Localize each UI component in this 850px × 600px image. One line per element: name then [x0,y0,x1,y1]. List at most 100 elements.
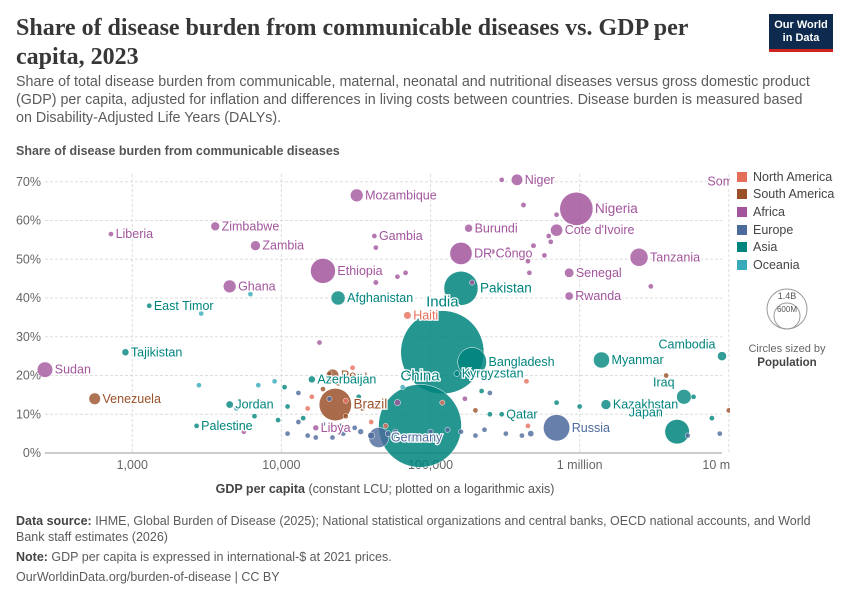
point [335,424,341,431]
point [505,246,511,253]
point [349,364,356,371]
point-myanmar [593,351,610,369]
label-east-timor: East Timor [154,299,214,313]
point [304,432,311,439]
point [281,384,288,390]
point-nigeria [559,192,594,226]
label-nigeria: Nigeria [595,201,638,216]
point [481,426,488,433]
legend-item-south-america[interactable]: South America [737,186,834,204]
legend-label: South America [753,187,835,202]
legend-item-oceania[interactable]: Oceania [737,256,834,274]
scatter-plot: 0%10%20%30%40%50%60%70%1,00010,000100,00… [16,172,730,472]
point-burundi [464,224,473,233]
point [394,273,401,280]
label-tajikistan: Tajikistan [131,345,182,359]
size-legend-large-label: 1.4B [778,291,797,301]
x-axis-label-bold: GDP per capita [215,482,305,496]
point [382,423,389,429]
point-brazil [318,388,352,421]
point [545,233,552,239]
point [329,434,336,441]
point-cambodia [717,351,727,361]
legend-item-asia[interactable]: Asia [737,238,834,256]
size-legend: 1.4B 600M Circles sized by Population [737,285,837,370]
point [342,413,349,420]
point [275,417,281,423]
label-ethiopia: Ethiopia [337,264,382,278]
point-zambia [250,240,261,251]
legend-swatch [737,242,747,253]
label-mozambique: Mozambique [365,188,437,202]
point [359,405,366,412]
x-tick-label: 10,000 [262,458,300,472]
point [368,419,375,425]
owid-logo[interactable]: Our World in Data [769,14,833,52]
point-gambia [371,233,378,239]
footer-url[interactable]: OurWorldinData.org/burden-of-disease | C… [16,569,836,585]
label-palestine: Palestine [201,419,252,433]
point [541,252,548,259]
point [489,248,496,255]
point [251,413,258,420]
point-labels: Mozambique Niger Nigeria Somalia Liberia Zimb… [54,172,730,446]
point-azerbaijan [308,375,316,384]
point-qatar [498,411,505,418]
label-pakistan: Pakistan [480,280,532,295]
y-tick-label: 30% [16,330,41,344]
label-iraq: Iraq [653,375,675,389]
label-brazil: Brazil [354,397,388,412]
legend-label: Europe [753,222,794,237]
y-tick-label: 70% [16,175,41,189]
legend-item-africa[interactable]: Africa [737,203,834,221]
label-myanmar: Myanmar [612,353,664,367]
legend-label: Oceania [753,257,800,272]
legend-label: Asia [753,240,778,255]
label-germany: Germany [391,431,443,445]
label-india: India [426,294,459,311]
label-tanzania: Tanzania [650,250,700,264]
point-tanzania [629,248,649,267]
point-afghanistan [330,290,346,306]
note-label: Note: [16,550,48,564]
point [342,397,349,404]
point-palestine [193,423,200,429]
legend-swatch [737,189,747,200]
point [335,380,341,387]
point [357,428,364,435]
label-cote-d-ivoire: Cote d'Ivoire [565,223,635,237]
point-haiti [403,311,412,320]
source-url[interactable]: OurWorldinData.org/burden-of-disease | C… [16,570,280,584]
point [487,390,493,396]
legend-item-europe[interactable]: Europe [737,221,834,239]
footer-source: Data source: IHME, Global Burden of Dise… [16,513,836,545]
point [326,395,333,402]
point [547,238,554,245]
source-label: Data source: [16,514,92,528]
point [527,430,535,437]
point [444,426,451,433]
size-legend-circles: 1.4B 600M [766,288,808,330]
point-east-timor [146,302,153,309]
y-tick-label: 20% [16,369,41,383]
label-bangladesh: Bangladesh [489,355,555,369]
note-text: GDP per capita is expressed in internati… [47,550,392,564]
logo-line-2: in Data [782,32,820,44]
point [320,386,326,392]
point [233,405,240,412]
point [725,407,730,414]
point [326,370,333,377]
point-kazakhstan [600,399,612,410]
point [684,432,691,439]
point [663,372,670,379]
legend-item-north-america[interactable]: North America [737,168,834,186]
data-points [36,173,730,468]
x-tick-label: 10 million [702,458,730,472]
label-cambodia: Cambodia [658,338,715,352]
size-legend-caption-text: Circles sized by [748,343,826,355]
point [284,403,291,410]
point [520,202,527,208]
point [198,310,205,317]
label-qatar: Qatar [506,407,537,421]
point [478,388,485,394]
